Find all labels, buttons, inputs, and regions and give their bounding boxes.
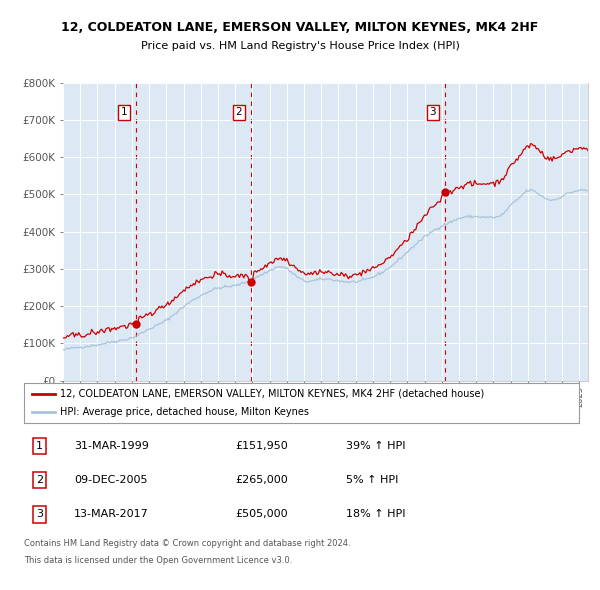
Text: 5% ↑ HPI: 5% ↑ HPI [346, 476, 398, 485]
Text: 1: 1 [121, 107, 127, 117]
Text: 18% ↑ HPI: 18% ↑ HPI [346, 510, 406, 519]
Text: 12, COLDEATON LANE, EMERSON VALLEY, MILTON KEYNES, MK4 2HF (detached house): 12, COLDEATON LANE, EMERSON VALLEY, MILT… [60, 389, 484, 399]
Text: This data is licensed under the Open Government Licence v3.0.: This data is licensed under the Open Gov… [24, 556, 292, 565]
Text: 2: 2 [36, 476, 43, 485]
Text: 1: 1 [36, 441, 43, 451]
Text: HPI: Average price, detached house, Milton Keynes: HPI: Average price, detached house, Milt… [60, 407, 309, 417]
Text: Contains HM Land Registry data © Crown copyright and database right 2024.: Contains HM Land Registry data © Crown c… [24, 539, 350, 548]
Text: £265,000: £265,000 [235, 476, 287, 485]
Text: Price paid vs. HM Land Registry's House Price Index (HPI): Price paid vs. HM Land Registry's House … [140, 41, 460, 51]
Text: 09-DEC-2005: 09-DEC-2005 [74, 476, 148, 485]
Text: 39% ↑ HPI: 39% ↑ HPI [346, 441, 406, 451]
Text: 12, COLDEATON LANE, EMERSON VALLEY, MILTON KEYNES, MK4 2HF: 12, COLDEATON LANE, EMERSON VALLEY, MILT… [61, 21, 539, 34]
Text: £505,000: £505,000 [235, 510, 287, 519]
Text: 2: 2 [236, 107, 242, 117]
Text: 3: 3 [36, 510, 43, 519]
Text: £151,950: £151,950 [235, 441, 287, 451]
Text: 13-MAR-2017: 13-MAR-2017 [74, 510, 149, 519]
Text: 3: 3 [430, 107, 436, 117]
Text: 31-MAR-1999: 31-MAR-1999 [74, 441, 149, 451]
